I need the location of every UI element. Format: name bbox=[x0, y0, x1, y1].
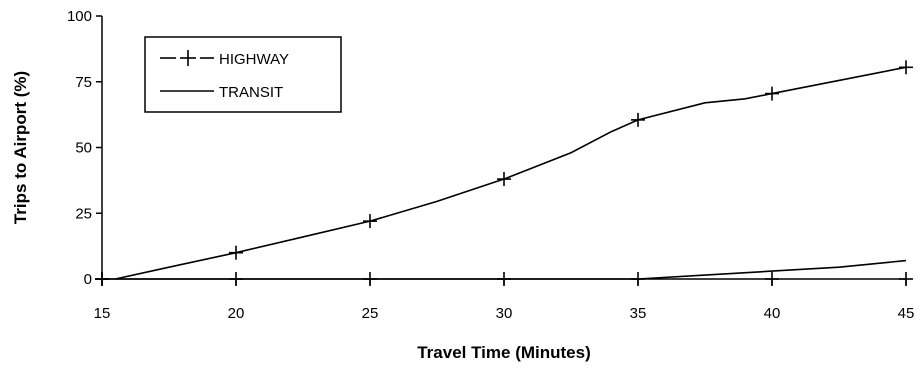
highway-point bbox=[363, 214, 377, 229]
transit-point bbox=[229, 272, 243, 286]
transit-point bbox=[363, 272, 377, 286]
y-axis-title: Trips to Airport (%) bbox=[11, 71, 30, 224]
highway-point bbox=[229, 245, 243, 260]
y-tick-label: 75 bbox=[75, 74, 92, 91]
x-tick-label: 30 bbox=[496, 305, 513, 322]
x-tick-label: 35 bbox=[630, 305, 647, 322]
x-tick-label: 40 bbox=[764, 305, 781, 322]
x-tick-label: 45 bbox=[898, 305, 915, 322]
transit-point bbox=[765, 272, 779, 286]
x-axis-title: Travel Time (Minutes) bbox=[417, 343, 591, 362]
highway-point bbox=[631, 112, 645, 127]
transit-point bbox=[95, 272, 109, 286]
legend-label-highway: HIGHWAY bbox=[219, 51, 289, 68]
legend-box bbox=[144, 36, 342, 113]
series-layer bbox=[95, 60, 913, 286]
transit-point bbox=[497, 272, 511, 286]
highway-point bbox=[765, 86, 779, 101]
transit-point bbox=[899, 272, 913, 286]
x-tick-label: 20 bbox=[228, 305, 245, 322]
x-tick-label: 25 bbox=[362, 305, 379, 322]
y-tick-label: 0 bbox=[84, 271, 92, 288]
x-tick-label: 15 bbox=[94, 305, 111, 322]
legend-label-transit: TRANSIT bbox=[219, 84, 283, 101]
legend: HIGHWAY TRANSIT bbox=[144, 36, 342, 113]
transit-point bbox=[631, 272, 645, 286]
legend-item-transit: TRANSIT bbox=[160, 84, 283, 101]
highway-point bbox=[497, 172, 511, 187]
highway-line bbox=[115, 66, 907, 280]
highway-point bbox=[899, 60, 913, 75]
y-tick-label: 25 bbox=[75, 205, 92, 222]
y-tick-label: 50 bbox=[75, 140, 92, 157]
y-tick-label: 100 bbox=[67, 8, 92, 25]
legend-item-highway: HIGHWAY bbox=[160, 50, 289, 68]
